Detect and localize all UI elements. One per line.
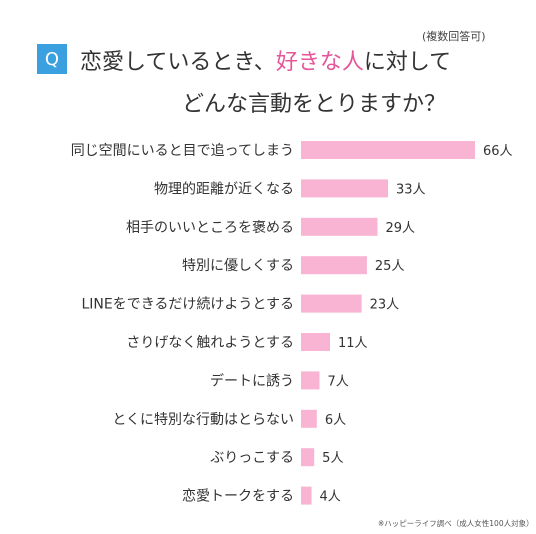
bar [301, 409, 317, 428]
category-label: 恋愛トークをする [182, 488, 294, 505]
title-part-2: に対して [363, 50, 452, 75]
chart-title-line-1: 恋愛しているとき、好きな人に対して [80, 44, 451, 76]
title-part-1: 恋愛しているとき、 [80, 50, 276, 75]
value-label: 29人 [385, 221, 415, 236]
bar [301, 486, 312, 505]
category-label: 相手のいいところを褒める [126, 220, 294, 236]
category-label: とくに特別な行動はとらない [112, 412, 294, 428]
bar [301, 256, 367, 275]
question-badge: Q [37, 44, 67, 74]
value-label: 66人 [483, 144, 513, 159]
multiple-answers-note: (複数回答可) [422, 30, 486, 43]
category-label: 物理的距離が近くなる [154, 180, 294, 197]
bar [301, 371, 320, 390]
value-label: 33人 [396, 182, 426, 197]
bar [301, 333, 330, 351]
bar [301, 179, 388, 198]
category-label: デートに誘う [210, 372, 294, 389]
bar [301, 141, 475, 159]
bar [301, 448, 315, 467]
value-label: 11人 [338, 336, 368, 351]
value-label: 4人 [320, 490, 341, 505]
category-label: さりげなく触れようとする [126, 335, 294, 351]
category-label: 同じ空間にいると目で追ってしまう [71, 143, 294, 159]
category-label: 特別に優しくする [182, 258, 294, 274]
source-note: ※ハッピーライフ調べ（成人女性100人対象） [378, 519, 534, 528]
title-highlight: 好きな人 [275, 50, 364, 75]
category-label: ぶりっこする [210, 450, 294, 466]
value-label: 5人 [322, 451, 343, 466]
category-label: LINEをできるだけ続けようとする [81, 296, 294, 313]
value-label: 6人 [325, 413, 346, 428]
value-label: 25人 [375, 259, 405, 274]
value-label: 23人 [370, 298, 400, 313]
bar [301, 217, 378, 236]
chart-title-line-2: どんな言動をとりますか？ [182, 92, 447, 117]
value-label: 7人 [327, 374, 348, 389]
bar [301, 294, 362, 313]
